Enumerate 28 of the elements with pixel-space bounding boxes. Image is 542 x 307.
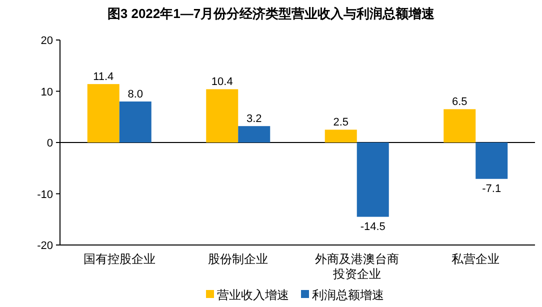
x-tick-label: 私营企业 [452, 252, 500, 266]
y-tick-label: -20 [37, 240, 53, 252]
data-label: -7.1 [482, 182, 502, 195]
bar [356, 142, 389, 217]
bar [324, 130, 357, 142]
data-label: 2.5 [333, 116, 349, 129]
x-tick-label: 股份制企业 [208, 252, 268, 266]
data-label: 6.5 [452, 96, 468, 108]
data-label: 3.2 [246, 113, 262, 126]
data-label: 8.0 [128, 88, 144, 100]
legend-label: 营业收入增速 [217, 288, 289, 302]
bar [444, 109, 476, 142]
data-label: 10.4 [211, 76, 233, 88]
bar [87, 84, 120, 142]
bar [476, 142, 508, 179]
legend-label: 利润总额增速 [312, 288, 384, 302]
x-tick-label: 外商及港澳台商投资企业 [314, 252, 399, 281]
bar [238, 126, 270, 142]
y-tick-label: -10 [37, 188, 53, 201]
y-tick-label: 20 [40, 35, 53, 47]
bar [119, 102, 152, 142]
bar [206, 89, 238, 142]
chart-title: 图3 2022年1—7月份分经济类型营业收入与利润总额增速 [107, 6, 436, 21]
data-label: 11.4 [93, 71, 114, 84]
data-label: -14.5 [360, 220, 386, 233]
y-tick-label: 0 [46, 138, 53, 150]
y-tick-label: 10 [40, 86, 53, 98]
x-tick-label: 国有控股企业 [83, 252, 156, 266]
